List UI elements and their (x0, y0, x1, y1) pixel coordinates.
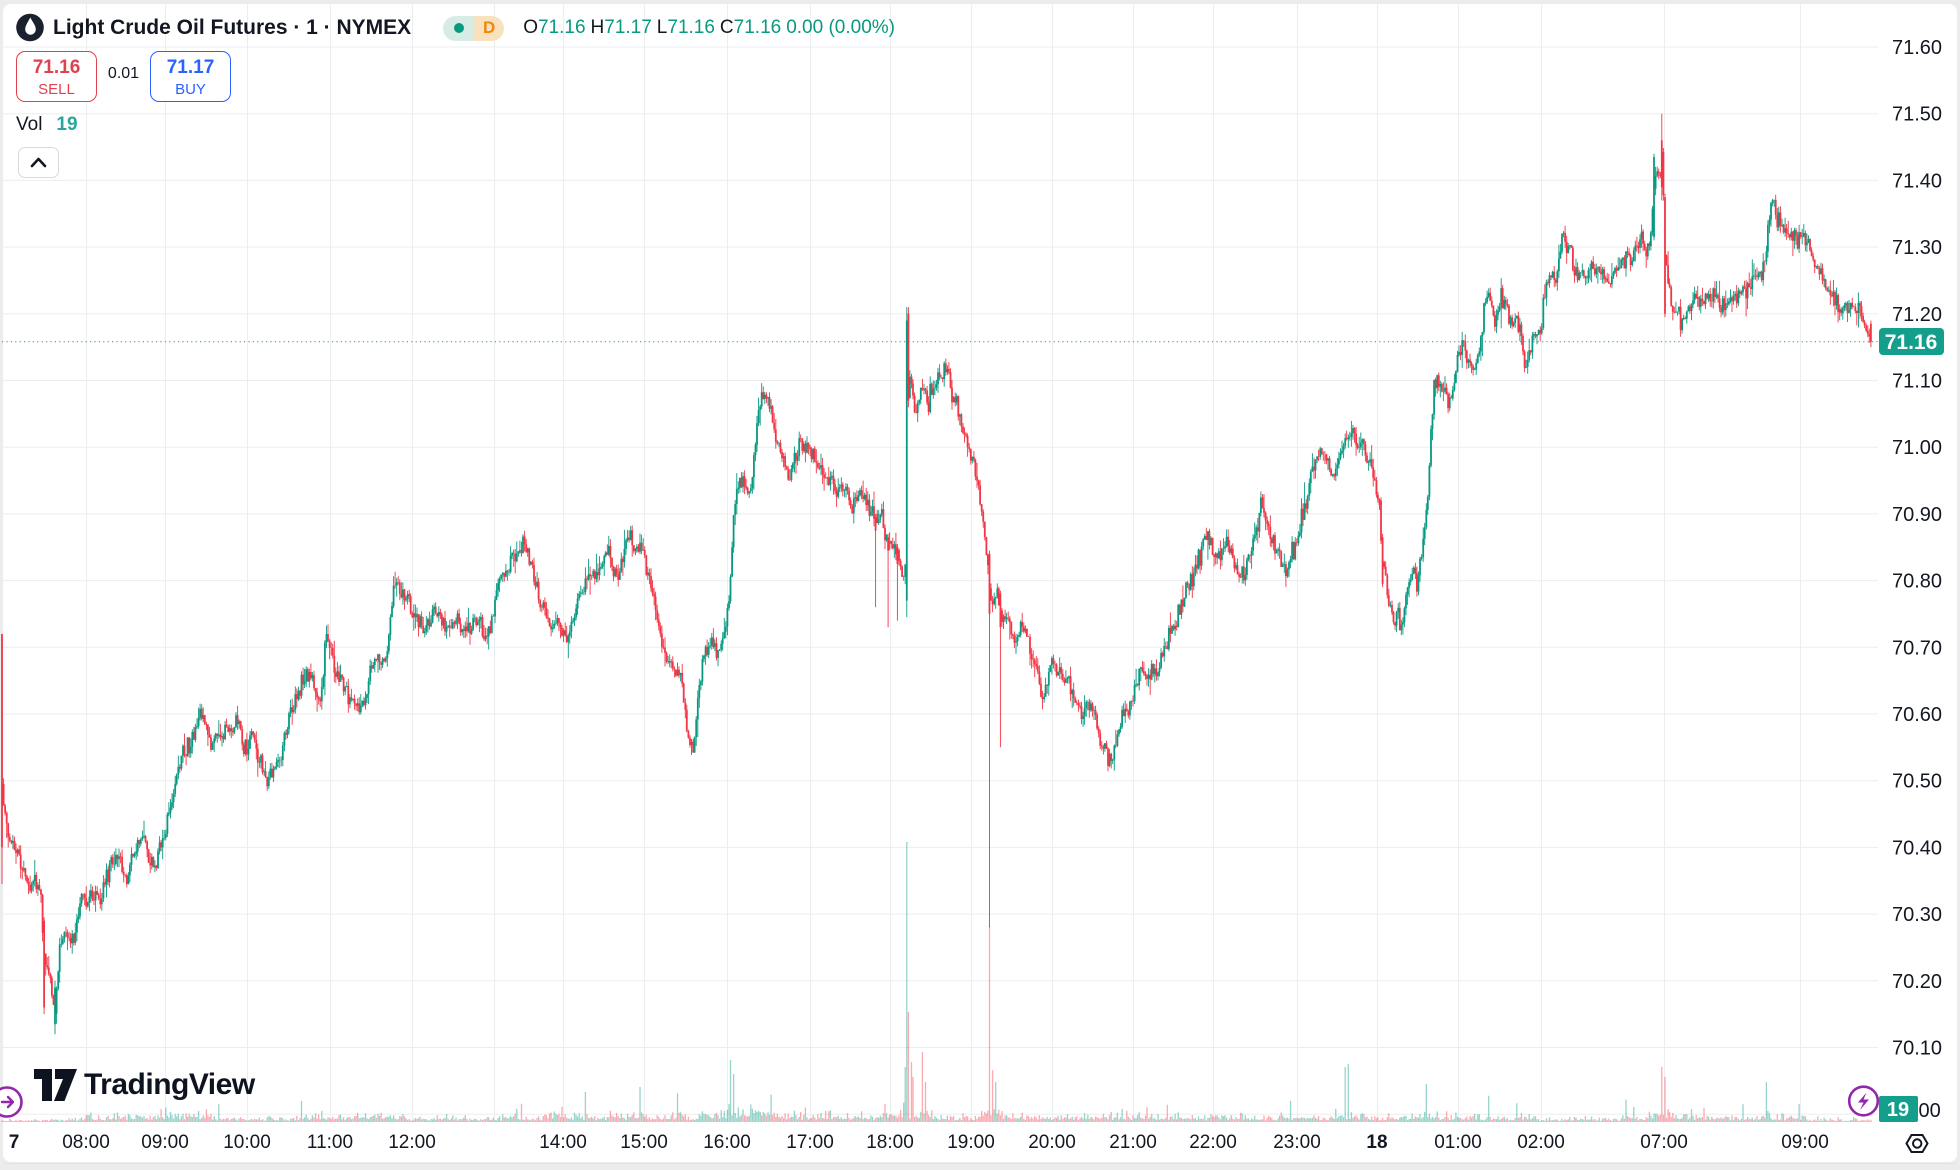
svg-text:71.20: 71.20 (1892, 304, 1942, 326)
svg-text:70.30: 70.30 (1892, 904, 1942, 926)
svg-text:19:00: 19:00 (947, 1132, 995, 1153)
svg-text:15:00: 15:00 (620, 1132, 668, 1153)
svg-text:71.50: 71.50 (1892, 104, 1942, 126)
svg-text:09:00: 09:00 (1781, 1132, 1829, 1153)
svg-text:19: 19 (1887, 1099, 1909, 1121)
svg-text:70.40: 70.40 (1892, 837, 1942, 859)
svg-text:16:00: 16:00 (703, 1132, 751, 1153)
svg-text:01:00: 01:00 (1434, 1132, 1482, 1153)
svg-text:00: 00 (1919, 1100, 1941, 1122)
svg-text:7: 7 (9, 1132, 20, 1153)
svg-text:70.90: 70.90 (1892, 504, 1942, 526)
svg-text:12:00: 12:00 (388, 1132, 436, 1153)
svg-text:23:00: 23:00 (1273, 1132, 1321, 1153)
svg-text:08:00: 08:00 (62, 1132, 110, 1153)
svg-text:09:00: 09:00 (141, 1132, 189, 1153)
svg-text:14:00: 14:00 (539, 1132, 587, 1153)
svg-text:22:00: 22:00 (1189, 1132, 1237, 1153)
svg-text:71.00: 71.00 (1892, 437, 1942, 459)
svg-text:18:00: 18:00 (866, 1132, 914, 1153)
svg-text:70.20: 70.20 (1892, 971, 1942, 993)
svg-text:71.30: 71.30 (1892, 237, 1942, 259)
svg-text:70.70: 70.70 (1892, 637, 1942, 659)
svg-text:70.80: 70.80 (1892, 571, 1942, 593)
svg-text:71.40: 71.40 (1892, 170, 1942, 192)
svg-text:70.60: 70.60 (1892, 704, 1942, 726)
svg-text:71.60: 71.60 (1892, 37, 1942, 59)
svg-text:21:00: 21:00 (1109, 1132, 1157, 1153)
svg-text:70.50: 70.50 (1892, 771, 1942, 793)
svg-text:71.16: 71.16 (1885, 331, 1938, 354)
svg-text:07:00: 07:00 (1640, 1132, 1688, 1153)
svg-text:02:00: 02:00 (1517, 1132, 1565, 1153)
svg-text:71.10: 71.10 (1892, 371, 1942, 393)
svg-text:20:00: 20:00 (1028, 1132, 1076, 1153)
svg-text:18: 18 (1366, 1132, 1387, 1153)
svg-text:17:00: 17:00 (786, 1132, 834, 1153)
svg-text:10:00: 10:00 (223, 1132, 271, 1153)
svg-text:70.10: 70.10 (1892, 1038, 1942, 1060)
svg-text:11:00: 11:00 (307, 1132, 353, 1153)
